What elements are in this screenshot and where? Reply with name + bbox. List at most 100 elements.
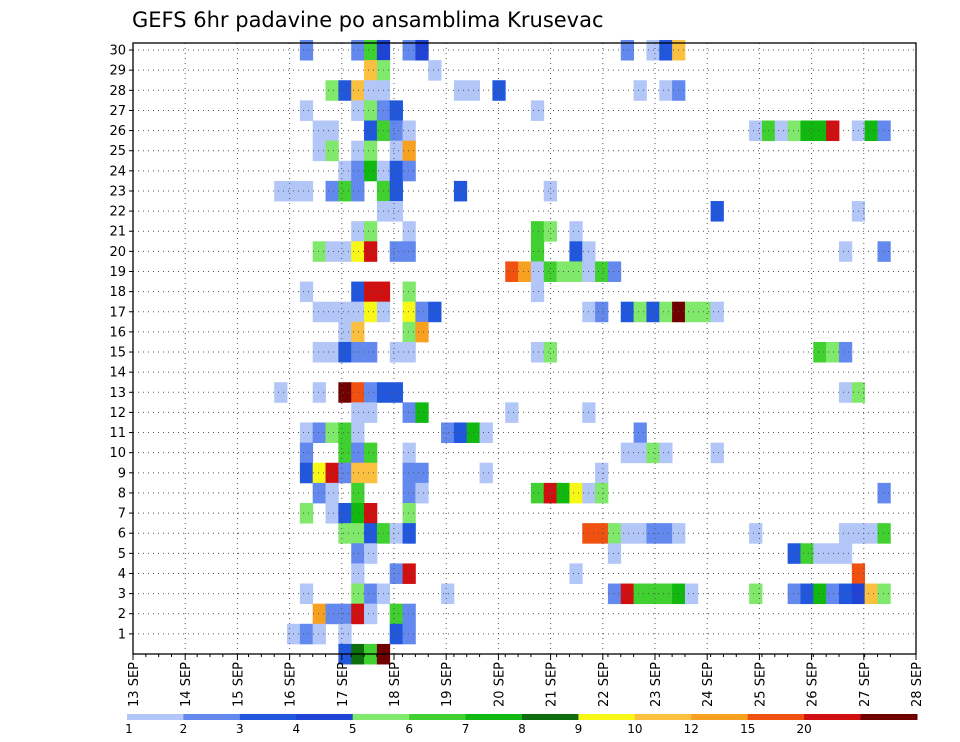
heatmap-cell <box>312 140 326 162</box>
heatmap-cell <box>402 563 416 584</box>
heatmap-cell <box>569 563 583 584</box>
heatmap-cell <box>351 563 365 584</box>
x-tick-label: 20 SEP <box>492 662 507 707</box>
heatmap-cell <box>338 422 352 444</box>
heatmap-cell <box>402 523 416 544</box>
heatmap-cell <box>364 543 378 564</box>
colorbar-swatch <box>578 714 636 720</box>
heatmap-cell <box>389 100 403 121</box>
heatmap-cell <box>351 39 365 61</box>
heatmap-cell <box>364 341 378 363</box>
heatmap-cell <box>633 442 647 464</box>
heatmap-cell <box>338 382 352 403</box>
heatmap-cell <box>877 120 891 142</box>
heatmap-cell <box>595 482 609 504</box>
y-tick-label: 4 <box>118 567 126 582</box>
heatmap-cell <box>838 583 853 605</box>
heatmap-cell <box>389 523 403 544</box>
heatmap-cell <box>530 221 545 242</box>
heatmap-cell <box>312 603 326 625</box>
heatmap-cell <box>299 442 314 464</box>
heatmap-cell <box>838 523 853 544</box>
heatmap-cell <box>351 543 365 564</box>
y-tick-label: 12 <box>109 406 126 421</box>
heatmap-cell <box>569 221 583 242</box>
heatmap-cell <box>389 120 403 142</box>
heatmap-cell <box>453 422 468 444</box>
x-tick-label: 22 SEP <box>597 662 612 707</box>
heatmap-cell <box>364 160 378 182</box>
colorbar-swatch <box>747 714 805 720</box>
heatmap-cell <box>338 523 352 544</box>
heatmap-cell <box>364 221 378 242</box>
heatmap-cell <box>800 120 814 142</box>
heatmap-cell <box>402 462 416 484</box>
heatmap-cell <box>364 442 378 464</box>
heatmap-cell <box>530 100 545 121</box>
colorbar-swatch <box>465 714 523 720</box>
heatmap-cell <box>325 180 339 202</box>
heatmap-cell <box>389 180 403 202</box>
heatmap-cell <box>389 563 403 584</box>
heatmap-cell <box>710 442 724 464</box>
heatmap-cell <box>749 523 763 544</box>
heatmap-cell <box>607 523 622 544</box>
heatmap-cell <box>351 80 365 101</box>
heatmap-cell <box>569 241 583 262</box>
heatmap-cell <box>364 60 378 81</box>
heatmap-cell <box>351 583 365 605</box>
heatmap-cell <box>518 261 532 282</box>
y-tick-label: 26 <box>109 124 126 139</box>
heatmap-cell <box>659 39 673 61</box>
heatmap-cell <box>274 180 288 202</box>
heatmap-cell <box>428 301 442 323</box>
heatmap-cell <box>697 301 712 323</box>
y-tick-label: 22 <box>109 205 126 220</box>
x-tick-label: 26 SEP <box>806 662 821 707</box>
heatmap-cell <box>826 543 840 564</box>
heatmap-cell <box>569 261 583 282</box>
y-tick-label: 2 <box>118 607 126 622</box>
heatmap-cell <box>351 382 365 403</box>
heatmap-cell <box>312 120 326 142</box>
heatmap-cell <box>620 523 635 544</box>
heatmap-cell <box>402 140 416 162</box>
heatmap-cell <box>364 241 378 262</box>
heatmap-cell <box>351 100 365 121</box>
heatmap-cell <box>389 341 403 363</box>
heatmap-cell <box>325 422 339 444</box>
heatmap-cell <box>607 261 622 282</box>
heatmap-cell <box>389 382 403 403</box>
heatmap-cell <box>402 321 416 343</box>
y-tick-label: 11 <box>109 426 126 441</box>
heatmap-cell <box>389 241 403 262</box>
heatmap-cell <box>338 180 352 202</box>
heatmap-cell <box>299 100 314 121</box>
colorbar-label: 8 <box>518 722 526 736</box>
grid-lines <box>133 43 916 654</box>
heatmap-cell <box>312 462 326 484</box>
y-axis: 1234567891011121314151617181920212223242… <box>109 44 133 642</box>
y-tick-label: 18 <box>109 285 126 300</box>
heatmap-cell <box>415 462 429 484</box>
heatmap-cell <box>620 442 635 464</box>
colorbar-swatch <box>860 714 918 720</box>
colorbar-swatch <box>352 714 410 720</box>
y-tick-label: 5 <box>118 547 126 562</box>
y-tick-label: 7 <box>118 507 126 522</box>
heatmap-cell <box>826 120 840 142</box>
heatmap-cell <box>595 523 609 544</box>
y-tick-label: 8 <box>118 486 126 501</box>
heatmap-cell <box>351 523 365 544</box>
heatmap-cell <box>633 422 647 444</box>
heatmap-cell <box>364 39 378 61</box>
y-tick-label: 30 <box>109 44 126 59</box>
y-tick-label: 1 <box>118 627 126 642</box>
y-tick-label: 17 <box>109 305 126 320</box>
colorbar-swatch <box>296 714 354 720</box>
heatmap-cell <box>351 221 365 242</box>
colorbar-label: 15 <box>740 722 755 736</box>
heatmap-cell <box>351 402 365 423</box>
y-tick-label: 25 <box>109 144 126 159</box>
colorbar-label: 20 <box>796 722 811 736</box>
